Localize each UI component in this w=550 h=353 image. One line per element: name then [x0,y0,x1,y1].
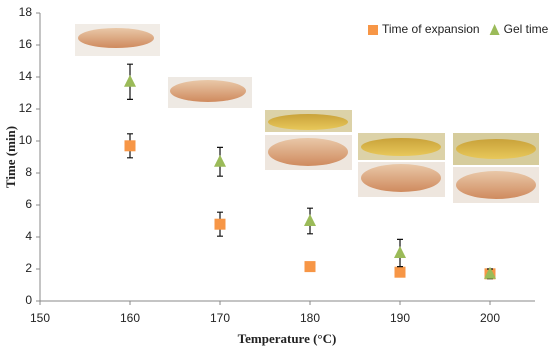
point [304,261,316,273]
point [484,266,496,279]
y-axis-label: Time (min) [3,126,18,188]
y-tick-label: 10 [19,133,33,147]
legend-marker [368,25,378,35]
y-tick-label: 6 [25,197,32,211]
x-tick-label: 170 [210,311,230,325]
legend-label: Time of expansion [382,22,480,36]
point [124,74,136,87]
y-tick-label: 0 [25,293,32,307]
y-tick-label: 8 [25,165,32,179]
point [394,246,406,258]
x-tick-label: 180 [300,311,320,325]
y-tick-label: 4 [25,229,32,243]
y-tick-label: 18 [19,5,33,19]
x-tick-label: 150 [30,311,50,325]
x-tick-label: 190 [390,311,410,325]
legend-label: Gel time [504,22,549,36]
x-tick-label: 160 [120,311,140,325]
point [214,218,226,230]
y-tick-label: 2 [25,261,32,275]
y-tick-label: 16 [19,37,33,51]
y-tick-label: 12 [19,101,33,115]
point [304,214,316,226]
point [124,140,136,152]
point [214,154,226,167]
legend-marker [489,24,500,35]
x-axis-label: Temperature (°C) [238,331,337,346]
x-tick-label: 200 [480,311,500,325]
point [394,266,406,278]
y-tick-label: 14 [19,69,33,83]
photos [75,24,539,203]
